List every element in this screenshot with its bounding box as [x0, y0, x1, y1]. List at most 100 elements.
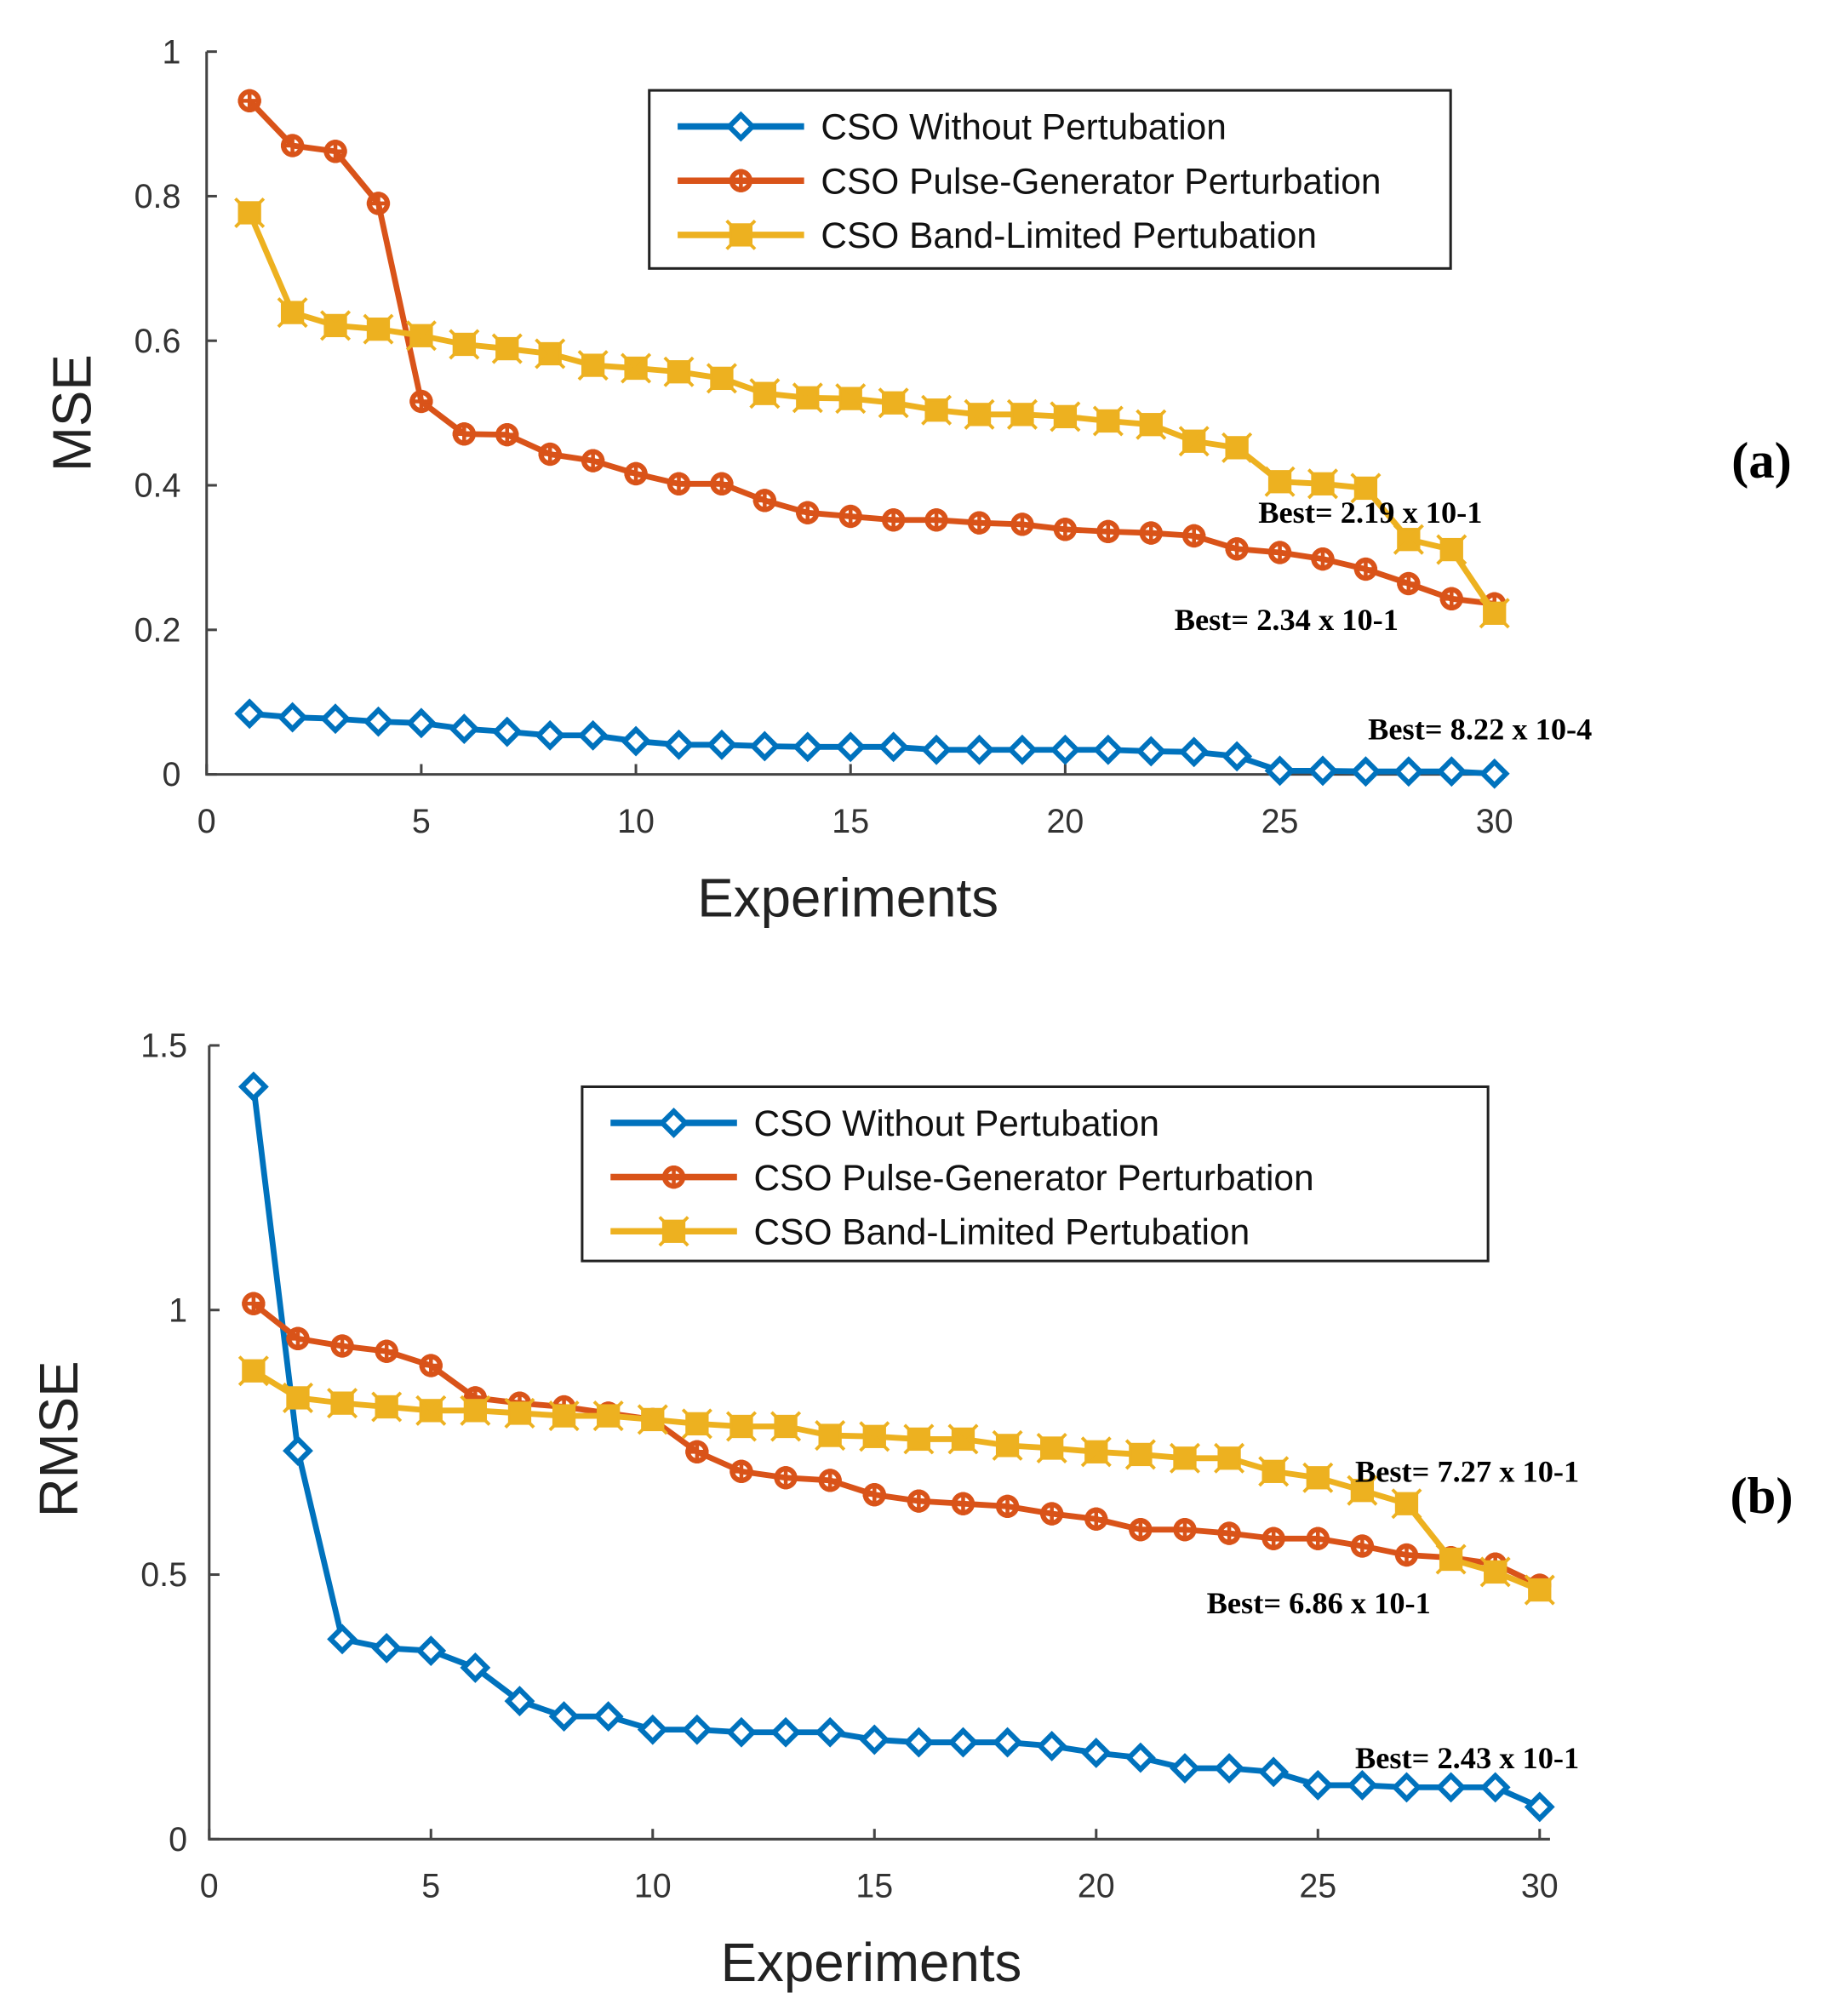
series-line — [252, 1368, 1542, 1593]
y-tick-label: 0.2 — [134, 611, 181, 649]
x-tick-label: 20 — [1046, 803, 1084, 840]
data-point — [1124, 1439, 1156, 1470]
marker-cross — [1217, 1521, 1241, 1545]
data-point — [1007, 734, 1038, 765]
data-point — [415, 1395, 447, 1426]
y-tick-label: 1.5 — [140, 1028, 187, 1065]
marker-x — [815, 1420, 846, 1452]
marker-x — [1006, 398, 1038, 430]
marker-cross — [624, 461, 648, 486]
data-point — [419, 1354, 443, 1377]
data-point — [1178, 426, 1210, 457]
data-point — [1036, 1730, 1067, 1761]
data-point — [637, 1404, 668, 1435]
data-point — [237, 1071, 269, 1102]
marker-x — [415, 1395, 447, 1426]
marker-x — [921, 394, 953, 426]
marker-x — [637, 1404, 668, 1435]
data-point — [1139, 521, 1163, 545]
marker-x — [1393, 524, 1424, 555]
data-point — [237, 1355, 269, 1387]
data-point — [1170, 1753, 1200, 1784]
data-point — [282, 1382, 313, 1413]
data-point — [1479, 598, 1510, 629]
data-point — [581, 449, 605, 472]
marker-cross — [452, 422, 476, 446]
marker-x — [663, 356, 695, 387]
marker-x — [327, 1388, 358, 1419]
data-point — [1436, 534, 1467, 565]
data-point — [1302, 1769, 1334, 1801]
data-point — [366, 192, 391, 215]
data-point — [327, 1624, 358, 1655]
data-point — [859, 1724, 890, 1755]
data-point — [327, 1388, 358, 1419]
marker-x — [363, 313, 394, 345]
data-point — [1435, 1772, 1467, 1803]
marker-x — [658, 1216, 689, 1247]
y-axis-title: RMSE — [29, 1360, 89, 1517]
legend-marker — [725, 111, 757, 142]
data-point — [1214, 1753, 1245, 1784]
data-point — [878, 731, 909, 763]
data-point — [320, 703, 351, 735]
marker-x — [749, 378, 781, 410]
data-point — [907, 1489, 931, 1513]
series-yellow — [234, 197, 1510, 629]
legend: CSO Without Pertubation CSO Pulse-Generat… — [648, 89, 1452, 270]
data-point — [1261, 1526, 1285, 1550]
data-point — [1092, 734, 1124, 765]
x-tick-label: 0 — [197, 803, 216, 840]
marker-x — [1178, 426, 1210, 457]
x-tick-label: 25 — [1261, 803, 1299, 840]
data-point — [749, 378, 781, 410]
data-point — [707, 729, 737, 760]
data-point — [1391, 1772, 1422, 1803]
data-point — [1347, 1769, 1378, 1801]
marker-x — [1258, 1456, 1290, 1487]
data-point — [1350, 1534, 1375, 1558]
marker-x — [878, 387, 909, 419]
marker-x — [792, 382, 823, 414]
data-point — [859, 1421, 890, 1452]
data-point — [882, 508, 906, 532]
marker-cross — [729, 169, 753, 192]
marker-x — [1479, 1556, 1511, 1588]
data-point — [947, 1727, 979, 1758]
marker-cross — [495, 422, 519, 447]
data-point — [1136, 736, 1167, 767]
marker-cross — [1139, 521, 1163, 545]
marker-cross — [1261, 1526, 1285, 1550]
data-point — [1006, 398, 1038, 430]
marker-cross — [409, 389, 433, 414]
data-point — [323, 140, 347, 163]
data-point — [725, 1411, 757, 1442]
data-point — [992, 1727, 1023, 1758]
series-line — [251, 1301, 1542, 1589]
data-point — [1264, 755, 1296, 787]
marker-cross — [1225, 537, 1249, 561]
legend-label: CSO Band-Limited Pertubation — [754, 1211, 1250, 1251]
data-point — [1479, 1556, 1511, 1588]
y-tick-label: 0.8 — [134, 178, 181, 215]
chart-panel-a: 0 5 10 15 20 25 30 0 0.2 0.4 0.6 0.8 1 Experiments MSE… — [42, 33, 1792, 928]
marker-cross — [1350, 1534, 1375, 1558]
data-point — [1080, 1738, 1112, 1768]
marker-cross — [242, 1292, 266, 1315]
data-point — [449, 713, 480, 745]
data-point — [685, 1440, 709, 1463]
legend: CSO Without Pertubation CSO Pulse-Generat… — [581, 1085, 1490, 1263]
data-point — [1136, 409, 1167, 440]
marker-x — [1092, 405, 1124, 437]
marker-x — [947, 1423, 979, 1455]
data-point — [621, 352, 652, 384]
y-axis-title: MSE — [42, 354, 102, 472]
marker-cross — [752, 489, 777, 513]
data-point — [815, 1420, 846, 1452]
marker-cross — [1084, 1507, 1108, 1531]
data-point — [277, 297, 308, 329]
marker-cross — [581, 449, 605, 472]
data-point — [835, 383, 867, 415]
data-point — [663, 356, 695, 387]
marker-x — [1307, 468, 1338, 500]
